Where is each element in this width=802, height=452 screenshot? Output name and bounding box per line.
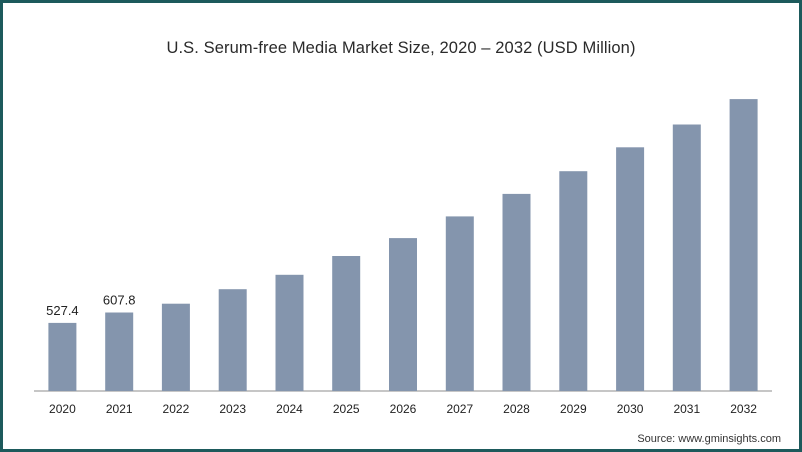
x-tick-label-2027: 2027 — [446, 402, 473, 416]
x-tick-label-2031: 2031 — [673, 402, 700, 416]
x-tick-label-2025: 2025 — [333, 402, 360, 416]
x-tick-label-2024: 2024 — [276, 402, 303, 416]
bar-2031 — [672, 124, 701, 391]
bar-2026 — [389, 238, 417, 391]
bar-2029 — [559, 171, 588, 391]
x-tick-label-2026: 2026 — [390, 402, 417, 416]
bar-2023 — [218, 289, 247, 391]
bar-2021 — [105, 312, 134, 391]
x-tick-label-2029: 2029 — [560, 402, 587, 416]
x-tick-label-2021: 2021 — [106, 402, 133, 416]
x-tick-label-2020: 2020 — [49, 402, 76, 416]
bar-2027 — [445, 216, 474, 391]
bar-2024 — [275, 274, 304, 392]
bar-chart: 2020 527.4 2021 607.8 2022 2023 2024 2025 2026 20… — [34, 99, 772, 416]
data-label-2020: 527.4 — [46, 303, 79, 318]
x-tick-label-2022: 2022 — [163, 402, 190, 416]
data-label-2021: 607.8 — [103, 293, 136, 308]
x-tick-label-2030: 2030 — [617, 402, 644, 416]
bar-2022 — [161, 303, 190, 391]
source-note: Source: www.gminsights.com — [637, 433, 781, 445]
x-tick-label-2023: 2023 — [219, 402, 246, 416]
bar-2028 — [502, 193, 531, 391]
bar-2020 — [48, 322, 77, 391]
bar-2025 — [332, 256, 361, 391]
x-tick-label-2032: 2032 — [730, 402, 757, 416]
chart-title: U.S. Serum-free Media Market Size, 2020 … — [166, 39, 636, 57]
bar-2032 — [729, 99, 758, 391]
x-tick-label-2028: 2028 — [503, 402, 530, 416]
bar-2030 — [616, 147, 645, 391]
